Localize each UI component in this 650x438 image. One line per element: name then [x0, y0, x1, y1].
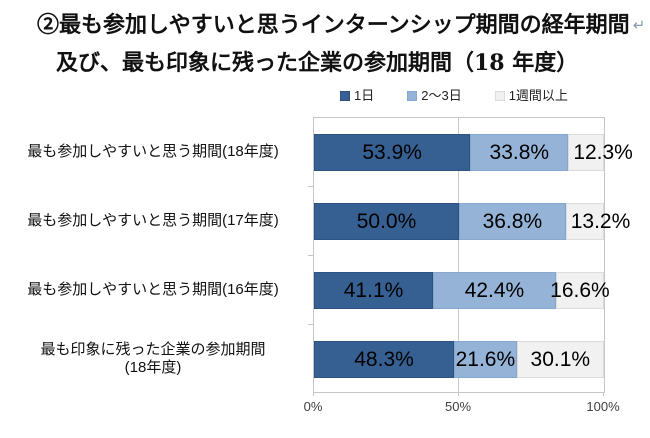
legend-swatch-icon	[407, 91, 418, 101]
data-label: 13.2%	[570, 210, 631, 233]
gridline-50pct	[458, 118, 459, 392]
category-axis-tick-mark	[308, 324, 314, 325]
data-label: 30.1%	[530, 348, 591, 371]
legend-item-2: 1週間以上	[494, 88, 568, 104]
category-label-line: 最も参加しやすいと思う期間(16年度)	[27, 280, 279, 298]
bar-segment-1日: 50.0%	[314, 203, 459, 240]
legend-label: 1日	[354, 88, 375, 103]
bar-segment-1日: 53.9%	[314, 134, 471, 171]
bar-segment-2〜3日: 33.8%	[470, 134, 569, 171]
data-label: 12.3%	[573, 141, 633, 164]
chart-title-text-2: 及び、最も印象に残った企業の参加期間（18 年度）	[56, 50, 579, 76]
legend-item-0: 1日	[340, 88, 374, 104]
bar-row-0: 53.9% 33.8% 12.3%	[314, 134, 633, 171]
legend-item-1: 2〜3日	[407, 88, 462, 104]
chart-title-text-1: ②最も参加しやすいと思うインターンシップ期間の経年期間	[37, 12, 630, 38]
data-label: 53.9%	[362, 141, 422, 164]
bar-segment-1日: 41.1%	[314, 272, 434, 309]
category-axis-tick-mark	[308, 255, 314, 256]
category-axis-labels: 最も参加しやすいと思う期間(18年度) 最も参加しやすいと思う期間(17年度) 最も…	[0, 117, 306, 391]
x-axis-tick-label-100: 100%	[586, 399, 620, 414]
chart-title-line-2: 及び、最も印象に残った企業の参加期間（18 年度）	[56, 45, 578, 77]
bar-row-1: 50.0% 36.8% 13.2%	[314, 203, 630, 240]
data-label: 33.8%	[489, 141, 550, 164]
data-label: 42.4%	[464, 279, 525, 302]
x-axis-tick-mark	[313, 392, 314, 396]
category-axis-tick-mark	[308, 186, 314, 187]
bar-segment-1週間以上: 16.6%	[550, 272, 610, 309]
data-label: 48.3%	[354, 348, 414, 371]
bar-segment-1日: 48.3%	[314, 341, 455, 378]
x-axis-tick-label-0: 0%	[303, 399, 323, 414]
x-axis-tick-label-50: 50%	[444, 399, 472, 414]
data-label: 21.6%	[455, 348, 516, 371]
category-label-3: 最も印象に残った企業の参加期間 (18年度)	[0, 324, 306, 393]
data-label: 41.1%	[343, 279, 404, 302]
legend-swatch-icon	[340, 91, 350, 101]
bar-segment-2〜3日: 36.8%	[459, 203, 566, 240]
bar-segment-2〜3日: 21.6%	[454, 341, 517, 378]
category-label-line: (18年度)	[124, 358, 182, 376]
chart-title-line-1: ②最も参加しやすいと思うインターンシップ期間の経年期間 ↵	[37, 7, 645, 39]
legend-label: 2〜3日	[421, 88, 462, 103]
category-label-line: 最も参加しやすいと思う期間(17年度)	[27, 211, 279, 229]
bar-row-2: 41.1% 42.4% 16.6%	[314, 272, 610, 309]
bar-segment-1週間以上: 12.3%	[568, 134, 633, 171]
legend-label: 1週間以上	[508, 88, 568, 103]
data-label: 50.0%	[356, 210, 417, 233]
data-label: 36.8%	[482, 210, 543, 233]
x-axis-tick-mark	[458, 392, 459, 396]
bar-row-3: 48.3% 21.6% 30.1%	[314, 341, 604, 378]
category-label-line: 最も参加しやすいと思う期間(18年度)	[27, 142, 279, 160]
category-label-0: 最も参加しやすいと思う期間(18年度)	[0, 117, 306, 186]
category-label-1: 最も参加しやすいと思う期間(17年度)	[0, 186, 306, 255]
category-label-line: 最も印象に残った企業の参加期間	[40, 340, 266, 358]
plot-area: 53.9% 33.8% 12.3% 50.0% 36.8% 13.2% 41.1% 42.4%…	[313, 117, 633, 393]
bar-segment-1週間以上: 13.2%	[565, 203, 630, 240]
bar-segment-2〜3日: 42.4%	[433, 272, 556, 309]
x-axis-tick-mark	[603, 392, 604, 396]
category-label-2: 最も参加しやすいと思う期間(16年度)	[0, 255, 306, 324]
bar-segment-1週間以上: 30.1%	[516, 341, 604, 378]
data-label: 16.6%	[550, 279, 610, 302]
chart-legend: 1日 2〜3日 1週間以上	[340, 88, 568, 104]
legend-swatch-icon	[494, 91, 505, 101]
line-break-mark-icon: ↵	[632, 16, 646, 34]
